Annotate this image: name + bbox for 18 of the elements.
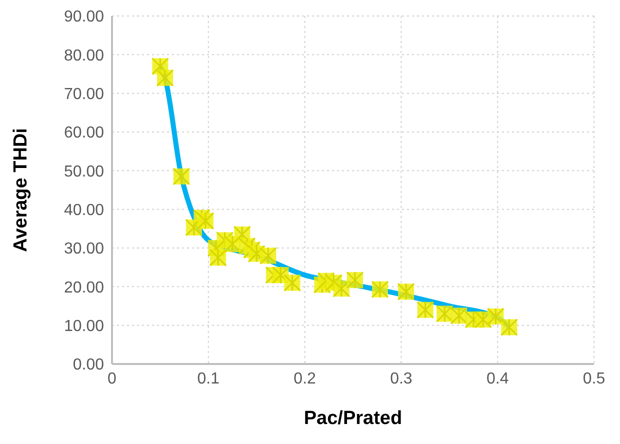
y-tick-label: 40.00	[64, 202, 104, 220]
y-tick-label: 50.00	[64, 163, 104, 180]
y-tick-label: 80.00	[64, 47, 104, 64]
y-tick-label: 90.00	[64, 8, 104, 26]
x-axis-title: Pac/Prated	[304, 408, 402, 429]
x-tick-label: 0	[108, 370, 117, 388]
y-tick-label: 0.00	[72, 356, 104, 374]
x-tick-label: 0.4	[486, 370, 509, 388]
y-tick-label: 70.00	[64, 86, 104, 104]
y-tick-label: 60.00	[64, 124, 104, 142]
y-axis-title: Average THDi	[10, 128, 32, 252]
y-tick-label: 20.00	[64, 279, 104, 296]
x-tick-label: 0.2	[294, 370, 316, 388]
x-tick-label: 0.1	[197, 370, 220, 388]
y-tick-label: 30.00	[64, 240, 104, 258]
y-tick-label: 10.00	[64, 318, 104, 336]
x-tick-label: 0.5	[582, 370, 606, 388]
x-tick-label: 0.3	[390, 370, 412, 388]
